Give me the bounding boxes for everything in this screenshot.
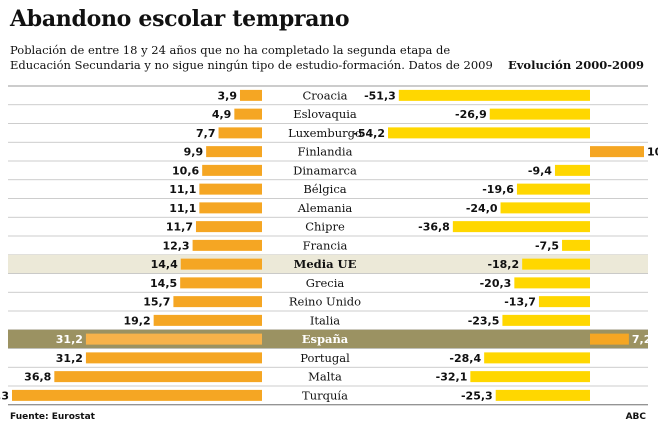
left-bar-0 bbox=[239, 89, 262, 101]
category-label-11: Reino Unido bbox=[289, 295, 361, 309]
right-value-label-5: -19,6 bbox=[482, 183, 514, 196]
right-value-label-11: -13,7 bbox=[504, 296, 536, 309]
left-value-label-16: 44,3 bbox=[0, 389, 9, 402]
subtitle-line-1: Población de entre 18 y 24 años que no h… bbox=[10, 43, 451, 57]
left-value-label-13: 31,2 bbox=[56, 333, 83, 346]
right-value-label-6: -24,0 bbox=[466, 202, 498, 215]
right-value-label-12: -23,5 bbox=[468, 314, 500, 327]
category-label-13: España bbox=[302, 332, 349, 346]
right-value-label-3: 10,0 bbox=[647, 146, 658, 159]
left-value-label-14: 31,2 bbox=[56, 352, 83, 365]
left-value-label-12: 19,2 bbox=[124, 314, 151, 327]
category-label-16: Turquía bbox=[302, 388, 348, 402]
left-value-label-15: 36,8 bbox=[24, 371, 51, 384]
category-label-15: Malta bbox=[308, 370, 342, 384]
left-value-label-3: 9,9 bbox=[184, 146, 204, 159]
left-value-label-4: 10,6 bbox=[172, 164, 199, 177]
right-bar-8 bbox=[562, 239, 590, 251]
category-label-8: Francia bbox=[303, 238, 348, 252]
right-value-label-14: -28,4 bbox=[449, 352, 481, 365]
right-value-label-2: -54,2 bbox=[353, 127, 385, 140]
category-label-0: Croacia bbox=[302, 88, 347, 102]
left-bar-15 bbox=[54, 371, 262, 383]
category-label-1: Eslovaquia bbox=[293, 107, 357, 121]
right-bar-14 bbox=[484, 352, 590, 364]
left-value-label-7: 11,7 bbox=[166, 221, 193, 234]
right-value-label-0: -51,3 bbox=[364, 89, 396, 102]
right-bar-15 bbox=[470, 371, 590, 383]
left-value-label-2: 7,7 bbox=[196, 127, 216, 140]
right-bar-6 bbox=[500, 202, 590, 214]
subtitle-line-2: Educación Secundaria y no sigue ningún t… bbox=[10, 58, 493, 72]
media-ue-row-band bbox=[8, 254, 648, 274]
right-value-label-9: -18,2 bbox=[487, 258, 519, 271]
left-bar-12 bbox=[153, 314, 262, 326]
right-bar-16 bbox=[495, 389, 590, 401]
left-bar-5 bbox=[199, 183, 262, 195]
left-bar-1 bbox=[234, 108, 262, 120]
source-note: Fuente: Eurostat bbox=[10, 412, 95, 422]
left-bar-14 bbox=[85, 352, 262, 364]
category-label-4: Dinamarca bbox=[293, 163, 357, 177]
right-bar-9 bbox=[522, 258, 590, 270]
left-bar-6 bbox=[199, 202, 262, 214]
left-bar-4 bbox=[202, 164, 262, 176]
left-bar-16 bbox=[12, 389, 262, 401]
left-bar-8 bbox=[192, 239, 262, 251]
left-value-label-8: 12,3 bbox=[162, 239, 189, 252]
category-label-3: Finlandia bbox=[298, 145, 353, 159]
category-label-14: Portugal bbox=[300, 351, 350, 365]
right-bar-11 bbox=[538, 296, 590, 308]
right-value-label-7: -36,8 bbox=[418, 221, 450, 234]
right-bar-3 bbox=[590, 146, 644, 158]
right-value-label-1: -26,9 bbox=[455, 108, 487, 121]
left-value-label-0: 3,9 bbox=[217, 89, 237, 102]
right-bar-0 bbox=[398, 89, 590, 101]
right-value-label-8: -7,5 bbox=[535, 239, 559, 252]
right-bar-12 bbox=[502, 314, 590, 326]
left-value-label-5: 11,1 bbox=[169, 183, 196, 196]
right-bar-4 bbox=[554, 164, 590, 176]
right-value-label-15: -32,1 bbox=[436, 371, 468, 384]
left-value-label-10: 14,5 bbox=[150, 277, 177, 290]
left-bar-3 bbox=[206, 146, 262, 158]
category-label-2: Luxemburgo bbox=[288, 126, 362, 140]
left-bar-9 bbox=[180, 258, 262, 270]
left-value-label-6: 11,1 bbox=[169, 202, 196, 215]
right-bar-5 bbox=[516, 183, 590, 195]
category-label-12: Italia bbox=[310, 313, 340, 327]
left-bar-7 bbox=[195, 221, 262, 233]
left-bar-2 bbox=[218, 127, 262, 139]
right-bar-1 bbox=[489, 108, 590, 120]
right-bar-2 bbox=[388, 127, 590, 139]
evolution-header: Evolución 2000-2009 bbox=[507, 58, 644, 72]
right-value-label-13: 7,2 bbox=[632, 333, 652, 346]
left-value-label-11: 15,7 bbox=[143, 296, 170, 309]
category-label-6: Alemania bbox=[297, 201, 353, 215]
right-bar-10 bbox=[514, 277, 590, 289]
left-value-label-9: 14,4 bbox=[151, 258, 178, 271]
left-bar-13 bbox=[85, 333, 262, 345]
chart-title: Abandono escolar temprano bbox=[10, 6, 350, 32]
left-value-label-1: 4,9 bbox=[212, 108, 232, 121]
right-value-label-16: -25,3 bbox=[461, 389, 493, 402]
category-label-5: Bélgica bbox=[303, 182, 346, 196]
right-bar-13 bbox=[590, 333, 629, 345]
left-bar-10 bbox=[180, 277, 262, 289]
left-bar-11 bbox=[173, 296, 262, 308]
brand-logo: ABC bbox=[625, 412, 646, 422]
right-value-label-10: -20,3 bbox=[480, 277, 512, 290]
right-bar-7 bbox=[452, 221, 590, 233]
category-label-9: Media UE bbox=[294, 257, 357, 271]
category-label-7: Chipre bbox=[305, 220, 345, 234]
category-label-10: Grecia bbox=[306, 276, 345, 290]
right-value-label-4: -9,4 bbox=[528, 164, 552, 177]
chart-subtitle: Población de entre 18 y 24 años que no h… bbox=[10, 43, 493, 73]
